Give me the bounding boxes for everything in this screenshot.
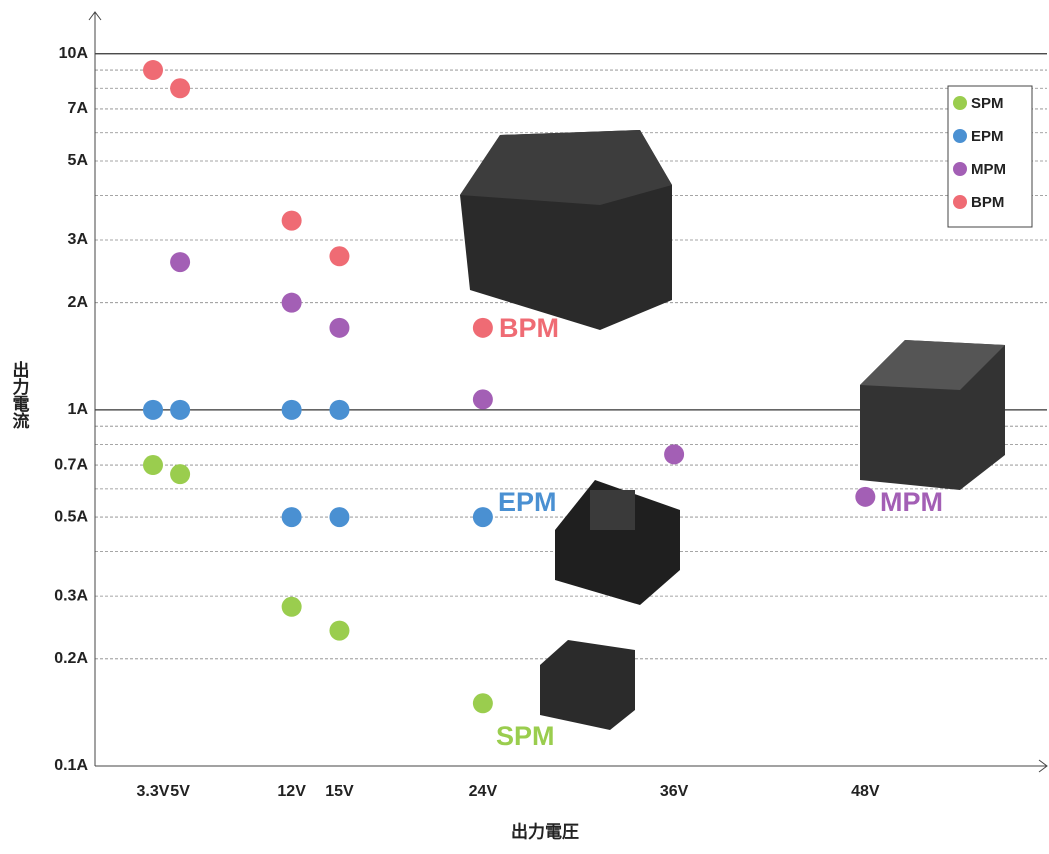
point <box>329 620 350 641</box>
point <box>472 507 493 528</box>
product-label: BPM <box>499 313 559 343</box>
point <box>329 317 350 338</box>
mpm-image-top <box>860 340 1005 390</box>
legend-swatch <box>953 96 967 110</box>
point <box>281 507 302 528</box>
legend-label: BPM <box>971 194 1004 211</box>
legend-label: MPM <box>971 161 1006 178</box>
y-axis-label: 出力電流 <box>10 360 30 429</box>
point <box>143 399 164 420</box>
x-tick-label: 15V <box>325 783 354 800</box>
y-tick-label: 0.7A <box>54 456 88 473</box>
y-tick-label: 0.3A <box>54 587 88 604</box>
point <box>329 507 350 528</box>
point <box>472 693 493 714</box>
y-tick-label: 0.5A <box>54 508 88 525</box>
x-axis-label: 出力電圧 <box>511 821 579 841</box>
x-tick-label: 5V <box>170 783 190 800</box>
y-tick-label: 1A <box>68 401 89 418</box>
product-label: SPM <box>496 721 555 751</box>
point <box>170 252 191 273</box>
point <box>472 317 493 338</box>
y-tick-label: 5A <box>68 152 89 169</box>
product-label: EPM <box>498 487 557 517</box>
point <box>329 246 350 267</box>
x-tick-label: 36V <box>660 783 689 800</box>
point <box>329 399 350 420</box>
legend-swatch <box>953 129 967 143</box>
point <box>664 444 685 465</box>
legend-swatch <box>953 162 967 176</box>
legend-label: EPM <box>971 128 1004 145</box>
products <box>460 130 1005 730</box>
epm-image-top <box>590 490 635 530</box>
point <box>855 486 876 507</box>
point <box>281 596 302 617</box>
bpm-image-top <box>460 130 672 205</box>
x-axis-arrow <box>1038 759 1048 773</box>
y-axis-arrow <box>88 11 102 21</box>
x-tick-label: 12V <box>277 783 306 800</box>
x-tick-label: 24V <box>469 783 498 800</box>
point <box>472 389 493 410</box>
y-tick-label: 10A <box>59 45 89 62</box>
legend-swatch <box>953 195 967 209</box>
x-tick-label: 48V <box>851 783 880 800</box>
point <box>170 78 191 99</box>
point <box>281 210 302 231</box>
y-tick-label: 7A <box>68 100 89 117</box>
x-tick-label: 3.3V <box>137 783 170 800</box>
point <box>170 399 191 420</box>
y-tick-label: 0.1A <box>54 757 88 774</box>
point <box>170 464 191 485</box>
spm-image <box>540 640 635 730</box>
point <box>281 399 302 420</box>
y-tick-label: 3A <box>68 231 89 248</box>
point <box>143 60 164 81</box>
point <box>281 292 302 313</box>
y-tick-label: 0.2A <box>54 650 88 667</box>
y-tick-label: 2A <box>68 294 89 311</box>
point <box>143 455 164 476</box>
epm-image <box>555 480 680 605</box>
legend-label: SPM <box>971 95 1004 112</box>
product-label: MPM <box>880 487 943 517</box>
